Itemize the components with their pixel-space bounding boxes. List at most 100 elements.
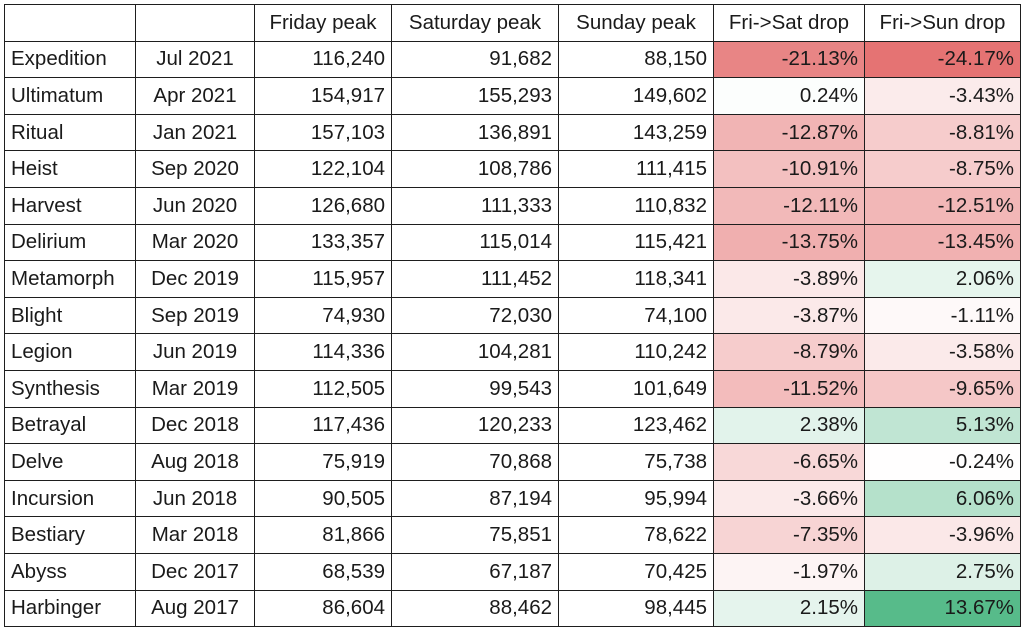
header-cell-saturday-peak[interactable]: Saturday peak <box>391 4 559 42</box>
fri-sun-drop-cell[interactable]: -8.75% <box>864 150 1021 188</box>
saturday-peak-cell[interactable]: 111,452 <box>391 260 559 298</box>
sunday-peak-cell[interactable]: 123,462 <box>558 406 714 445</box>
sunday-peak-cell[interactable]: 110,242 <box>558 333 714 371</box>
saturday-peak-cell[interactable]: 72,030 <box>391 296 559 335</box>
fri-sat-drop-cell[interactable]: -1.97% <box>713 552 865 591</box>
sunday-peak-cell[interactable]: 78,622 <box>558 516 714 554</box>
fri-sat-drop-cell[interactable]: -13.75% <box>713 223 865 262</box>
fri-sat-drop-cell[interactable]: -10.91% <box>713 150 865 188</box>
friday-peak-cell[interactable]: 157,103 <box>254 113 392 152</box>
league-cell[interactable]: Delve <box>4 443 136 481</box>
league-cell[interactable]: Abyss <box>4 552 136 591</box>
date-cell[interactable]: Sep 2020 <box>135 150 255 188</box>
friday-peak-cell[interactable]: 86,604 <box>254 589 392 628</box>
fri-sat-drop-cell[interactable]: -11.52% <box>713 369 865 408</box>
league-cell[interactable]: Ritual <box>4 113 136 152</box>
header-cell-fri-sat-drop[interactable]: Fri->Sat drop <box>713 4 865 42</box>
friday-peak-cell[interactable]: 126,680 <box>254 186 392 225</box>
friday-peak-cell[interactable]: 115,957 <box>254 260 392 298</box>
friday-peak-cell[interactable]: 117,436 <box>254 406 392 445</box>
header-cell-sunday-peak[interactable]: Sunday peak <box>558 4 714 42</box>
league-cell[interactable]: Heist <box>4 150 136 188</box>
date-cell[interactable]: Jun 2020 <box>135 186 255 225</box>
league-cell[interactable]: Harbinger <box>4 589 136 628</box>
date-cell[interactable]: Mar 2019 <box>135 369 255 408</box>
fri-sat-drop-cell[interactable]: 2.15% <box>713 589 865 628</box>
sunday-peak-cell[interactable]: 143,259 <box>558 113 714 152</box>
date-cell[interactable]: Jun 2018 <box>135 479 255 518</box>
friday-peak-cell[interactable]: 133,357 <box>254 223 392 262</box>
friday-peak-cell[interactable]: 116,240 <box>254 40 392 79</box>
friday-peak-cell[interactable]: 114,336 <box>254 333 392 371</box>
header-cell-fri-sun-drop[interactable]: Fri->Sun drop <box>864 4 1021 42</box>
fri-sat-drop-cell[interactable]: -8.79% <box>713 333 865 371</box>
friday-peak-cell[interactable]: 122,104 <box>254 150 392 188</box>
fri-sun-drop-cell[interactable]: -12.51% <box>864 186 1021 225</box>
date-cell[interactable]: Jun 2019 <box>135 333 255 371</box>
friday-peak-cell[interactable]: 81,866 <box>254 516 392 554</box>
fri-sat-drop-cell[interactable]: 0.24% <box>713 77 865 115</box>
fri-sun-drop-cell[interactable]: -13.45% <box>864 223 1021 262</box>
fri-sun-drop-cell[interactable]: 2.75% <box>864 552 1021 591</box>
fri-sun-drop-cell[interactable]: 5.13% <box>864 406 1021 445</box>
header-cell-friday-peak[interactable]: Friday peak <box>254 4 392 42</box>
fri-sun-drop-cell[interactable]: -8.81% <box>864 113 1021 152</box>
fri-sat-drop-cell[interactable]: -6.65% <box>713 443 865 481</box>
fri-sat-drop-cell[interactable]: -12.11% <box>713 186 865 225</box>
fri-sun-drop-cell[interactable]: 2.06% <box>864 260 1021 298</box>
fri-sat-drop-cell[interactable]: -3.89% <box>713 260 865 298</box>
league-cell[interactable]: Metamorph <box>4 260 136 298</box>
saturday-peak-cell[interactable]: 91,682 <box>391 40 559 79</box>
date-cell[interactable]: Sep 2019 <box>135 296 255 335</box>
friday-peak-cell[interactable]: 68,539 <box>254 552 392 591</box>
header-cell-date[interactable] <box>135 4 255 42</box>
fri-sun-drop-cell[interactable]: -0.24% <box>864 443 1021 481</box>
sunday-peak-cell[interactable]: 118,341 <box>558 260 714 298</box>
saturday-peak-cell[interactable]: 88,462 <box>391 589 559 628</box>
date-cell[interactable]: Dec 2018 <box>135 406 255 445</box>
sunday-peak-cell[interactable]: 95,994 <box>558 479 714 518</box>
saturday-peak-cell[interactable]: 108,786 <box>391 150 559 188</box>
league-cell[interactable]: Ultimatum <box>4 77 136 115</box>
date-cell[interactable]: Jul 2021 <box>135 40 255 79</box>
league-cell[interactable]: Bestiary <box>4 516 136 554</box>
fri-sat-drop-cell[interactable]: -12.87% <box>713 113 865 152</box>
date-cell[interactable]: Dec 2017 <box>135 552 255 591</box>
fri-sun-drop-cell[interactable]: -1.11% <box>864 296 1021 335</box>
league-cell[interactable]: Incursion <box>4 479 136 518</box>
league-cell[interactable]: Legion <box>4 333 136 371</box>
header-cell-league[interactable] <box>4 4 136 42</box>
saturday-peak-cell[interactable]: 111,333 <box>391 186 559 225</box>
fri-sun-drop-cell[interactable]: -24.17% <box>864 40 1021 79</box>
fri-sat-drop-cell[interactable]: -7.35% <box>713 516 865 554</box>
saturday-peak-cell[interactable]: 70,868 <box>391 443 559 481</box>
sunday-peak-cell[interactable]: 74,100 <box>558 296 714 335</box>
league-cell[interactable]: Betrayal <box>4 406 136 445</box>
fri-sun-drop-cell[interactable]: -3.43% <box>864 77 1021 115</box>
sunday-peak-cell[interactable]: 110,832 <box>558 186 714 225</box>
friday-peak-cell[interactable]: 74,930 <box>254 296 392 335</box>
fri-sun-drop-cell[interactable]: -9.65% <box>864 369 1021 408</box>
date-cell[interactable]: Aug 2018 <box>135 443 255 481</box>
fri-sat-drop-cell[interactable]: -3.66% <box>713 479 865 518</box>
league-cell[interactable]: Harvest <box>4 186 136 225</box>
friday-peak-cell[interactable]: 154,917 <box>254 77 392 115</box>
saturday-peak-cell[interactable]: 67,187 <box>391 552 559 591</box>
date-cell[interactable]: Dec 2019 <box>135 260 255 298</box>
sunday-peak-cell[interactable]: 98,445 <box>558 589 714 628</box>
date-cell[interactable]: Apr 2021 <box>135 77 255 115</box>
sunday-peak-cell[interactable]: 149,602 <box>558 77 714 115</box>
saturday-peak-cell[interactable]: 75,851 <box>391 516 559 554</box>
league-cell[interactable]: Blight <box>4 296 136 335</box>
fri-sun-drop-cell[interactable]: -3.58% <box>864 333 1021 371</box>
saturday-peak-cell[interactable]: 104,281 <box>391 333 559 371</box>
fri-sun-drop-cell[interactable]: 13.67% <box>864 589 1021 628</box>
fri-sun-drop-cell[interactable]: -3.96% <box>864 516 1021 554</box>
friday-peak-cell[interactable]: 90,505 <box>254 479 392 518</box>
date-cell[interactable]: Jan 2021 <box>135 113 255 152</box>
fri-sun-drop-cell[interactable]: 6.06% <box>864 479 1021 518</box>
sunday-peak-cell[interactable]: 70,425 <box>558 552 714 591</box>
saturday-peak-cell[interactable]: 155,293 <box>391 77 559 115</box>
friday-peak-cell[interactable]: 112,505 <box>254 369 392 408</box>
saturday-peak-cell[interactable]: 136,891 <box>391 113 559 152</box>
